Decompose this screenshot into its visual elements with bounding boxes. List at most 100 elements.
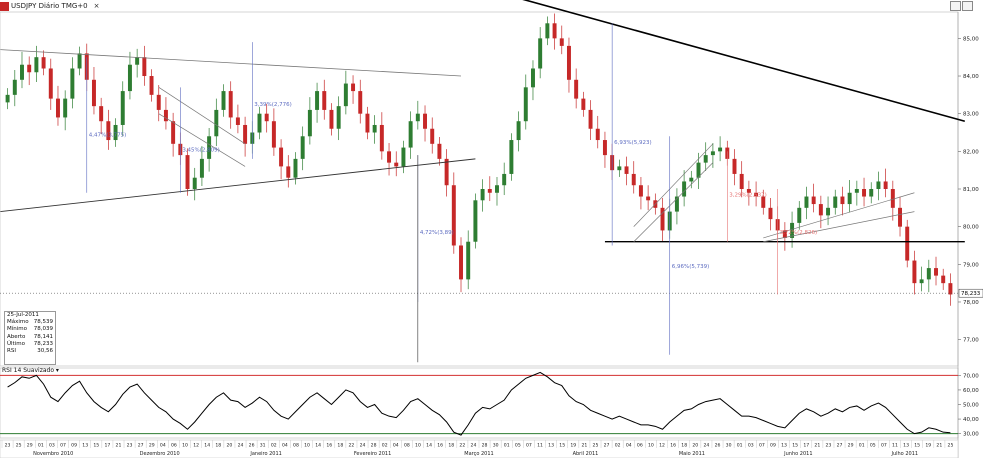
day-label: 16 [670,443,676,449]
info-row: Último 78,233 [7,340,53,347]
day-label: 24 [238,443,244,449]
channel-lower-line [633,162,714,242]
candle-body [811,196,816,205]
candle-body [171,121,176,144]
day-label: 27 [837,443,843,449]
flag-upper-line [158,87,246,145]
candle-body [602,140,607,156]
rsi-line [7,371,951,436]
candle-body [710,151,715,156]
day-label: 18 [448,443,454,449]
candle-body [343,83,348,107]
day-label: 21 [936,443,942,449]
candle-body [631,173,636,186]
day-label: 12 [193,443,199,449]
close-window-button[interactable] [962,1,973,11]
candle-body [768,207,773,220]
day-label: 13 [82,443,88,449]
candle-body [905,226,910,261]
day-label: 28 [371,443,377,449]
candle-body [782,230,787,238]
candle-body [322,91,327,110]
day-label: 02 [271,443,277,449]
day-label: 11 [892,443,898,449]
rsi-tick-label: 50,00 [963,403,979,409]
candle-body [106,121,111,141]
candle-body [243,124,248,144]
candle-body [444,158,449,186]
day-label: 17 [803,443,809,449]
last-price-box [958,288,983,298]
day-label: 01 [38,443,44,449]
candle-body [552,23,557,39]
candle-body [113,124,118,141]
candle-body [358,91,363,114]
candle-body [739,173,744,189]
day-label: 26 [715,443,721,449]
candle-body [286,166,291,178]
candle-body [566,45,571,80]
day-label: 29 [149,443,155,449]
candle-body [790,222,795,238]
day-label: 30 [493,443,499,449]
candle-body [379,124,384,152]
day-label: 07 [60,443,66,449]
candle-body [264,113,269,122]
candle-body [221,91,226,110]
day-label: 13 [903,443,909,449]
day-label: 20 [692,443,698,449]
info-row: Máximo 78,539 [7,319,53,326]
day-label: 23 [826,443,832,449]
day-label: 29 [27,443,33,449]
candle-body [20,64,24,80]
day-label: 21 [581,443,587,449]
minimize-button[interactable] [950,1,961,11]
month-label: Maio 2011 [679,451,705,457]
day-label: 21 [814,443,820,449]
measure-label: 6,93%(5,923) [614,140,652,146]
candle-body [545,23,550,39]
candle-body [142,57,147,77]
rsi-panel-title: RSI 14 Suavizado ▾ [2,367,59,374]
candle-body [430,128,435,144]
candle-body [919,279,924,284]
info-date: 25-Jul-2011 [7,312,39,318]
title-close-icon[interactable]: × [93,2,100,10]
measure-label: 4,47%(3,775) [89,132,127,138]
wedge-lower-line [763,211,915,243]
candle-body [502,173,507,186]
day-label: 08 [293,443,299,449]
info-row: Mínimo 78,039 [7,326,53,333]
day-label: 01 [859,443,865,449]
candle-body [480,189,485,201]
day-label: 27 [138,443,144,449]
candle-body [408,121,413,148]
candle-body [199,158,204,178]
candle-body [12,79,17,95]
candle-body [854,189,859,193]
candle-body [394,162,399,167]
wedge-upper-line [763,192,915,239]
resistance-trendline [0,49,462,77]
day-label: 18 [215,443,221,449]
candle-body [538,38,543,69]
candle-body [70,68,75,99]
candle-body [415,113,420,122]
day-label: 15 [93,443,99,449]
price-tick-label: 83,00 [963,112,979,118]
day-label: 02 [615,443,621,449]
candle-body [761,196,766,208]
candle-body [890,189,895,208]
candle-body [315,91,320,110]
support-trendline [0,158,476,213]
rsi-panel-frame [0,367,959,439]
price-tick-label: 78,00 [963,300,979,306]
candle-body [588,109,593,129]
day-label: 21 [116,443,122,449]
candle-body [926,268,931,280]
candle-body [869,189,874,197]
candle-body [833,196,838,208]
candle-body [214,109,219,137]
day-label: 09 [71,443,77,449]
